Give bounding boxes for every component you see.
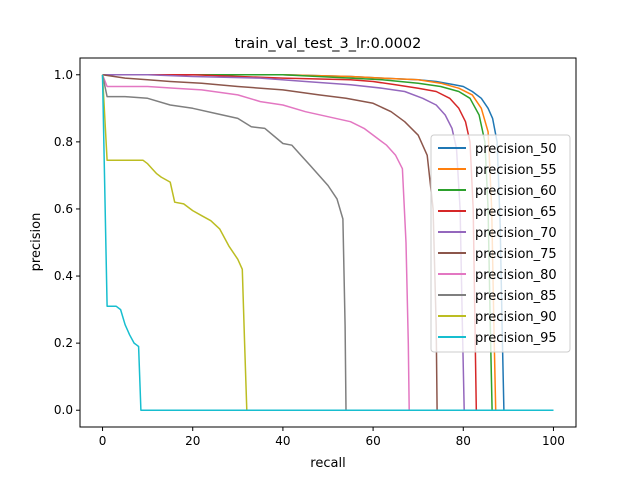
series-line-precision_80 (101, 74, 554, 411)
y-axis-label: precision (29, 213, 44, 272)
series-line-precision_90 (101, 74, 554, 411)
x-tick-label: 80 (456, 434, 471, 448)
legend-label: precision_60 (475, 184, 557, 199)
legend-label: precision_65 (475, 205, 557, 220)
series-line-precision_85 (101, 74, 554, 411)
x-axis-ticks: 0 20 40 60 80 100 (99, 427, 565, 448)
y-tick-label: 0.8 (54, 135, 73, 149)
x-tick-label: 0 (99, 434, 107, 448)
series-layer (101, 74, 554, 411)
y-axis-ticks: 0.0 0.2 0.4 0.6 0.8 1.0 (54, 68, 80, 417)
series-line-precision_95 (101, 74, 554, 411)
y-tick-label: 0.4 (54, 269, 73, 283)
legend: precision_50 precision_55 precision_60prec… (430, 134, 571, 353)
legend-label: precision_75 (475, 247, 557, 262)
y-tick-label: 0.2 (54, 336, 73, 350)
legend-label: precision_50 (475, 142, 557, 157)
y-tick-label: 0.0 (54, 403, 73, 417)
x-tick-label: 100 (542, 434, 565, 448)
y-tick-label: 1.0 (54, 68, 73, 82)
plot-frame (79, 57, 577, 428)
y-tick-label: 0.6 (54, 202, 73, 216)
legend-label: precision_90 (475, 310, 557, 325)
x-tick-label: 20 (185, 434, 200, 448)
legend-label: precision_80 (475, 268, 557, 283)
x-axis-label: recall (310, 456, 345, 471)
legend-label: precision_85 (475, 289, 557, 304)
legend-label: precision_95 (475, 331, 557, 346)
x-tick-label: 60 (365, 434, 380, 448)
legend-label: precision_55 (475, 163, 557, 178)
chart-title: train_val_test_3_lr:0.0002 (235, 36, 422, 52)
x-tick-label: 40 (275, 434, 290, 448)
legend-label: precision_70 (475, 226, 557, 241)
